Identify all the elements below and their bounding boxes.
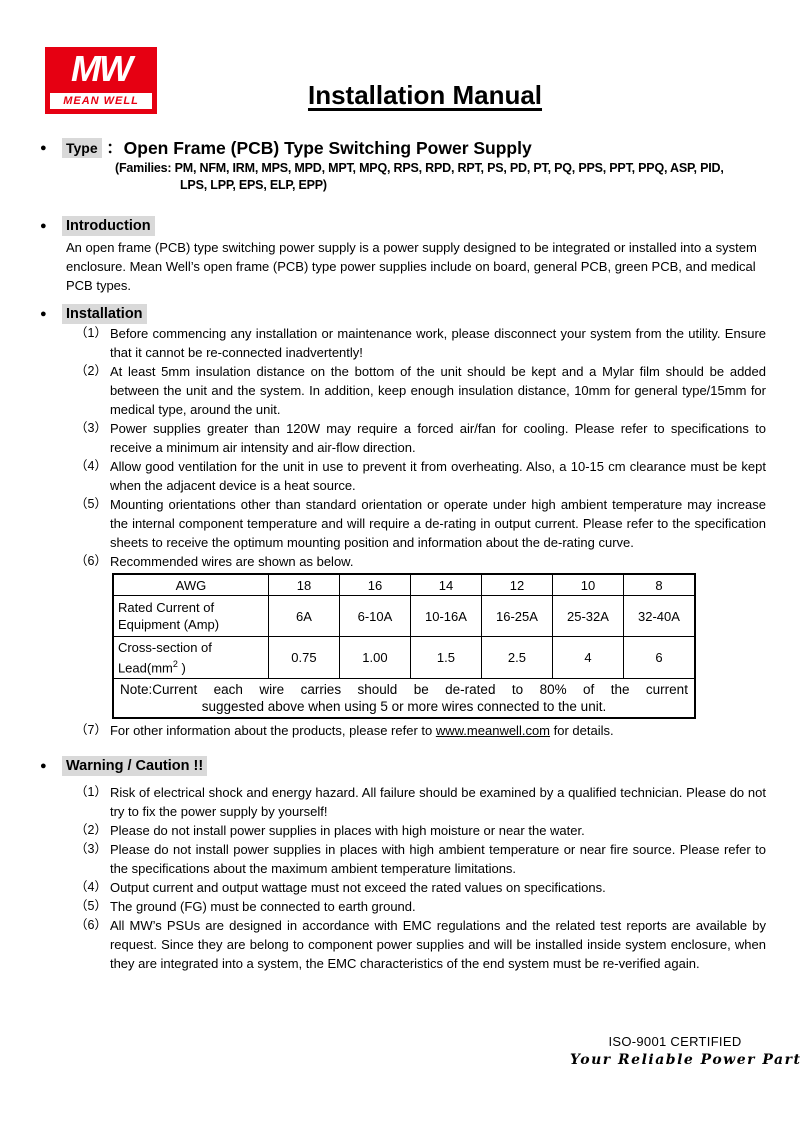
- iso-certification-text: ISO-9001 CERTIFIED: [608, 1034, 742, 1049]
- item-number: （7）: [75, 723, 107, 738]
- wire-table-note: Note:Current each wire carries should be…: [112, 678, 696, 719]
- installation-item-6: （6） Recommended wires are shown as below…: [75, 552, 766, 721]
- section-heading-introduction: Introduction: [62, 216, 155, 236]
- item-text: Output current and output wattage must n…: [109, 880, 606, 896]
- logo-brand-name: MEAN WELL: [50, 93, 152, 109]
- families-line-2: LPS, LPP, EPS, ELP, EPP): [180, 178, 327, 192]
- type-heading: Open Frame (PCB) Type Switching Power Su…: [123, 138, 532, 158]
- section-heading-warning: Warning / Caution !!: [62, 756, 208, 777]
- bullet-icon: ●: [40, 141, 47, 154]
- item-number: （3）: [75, 421, 107, 435]
- document-body: ● Type ： Open Frame (PCB) Type Switching…: [40, 136, 766, 973]
- cross-section-cell: 2.5: [480, 635, 553, 680]
- installation-item-1: （1） Before commencing any installation o…: [75, 324, 766, 362]
- type-separator: ：: [106, 139, 121, 156]
- item-text: Risk of electrical shock and energy haza…: [109, 785, 766, 820]
- item-number: （1）: [75, 326, 107, 340]
- item-number: （4）: [75, 459, 107, 473]
- item-text: for details.: [550, 723, 614, 739]
- cross-section-label: Cross-section of Lead(mm2 ): [112, 635, 269, 680]
- item-number: （4）: [75, 880, 107, 895]
- cross-section-cell: 1.5: [409, 635, 482, 680]
- item-text: Mounting orientations other than standar…: [109, 497, 766, 550]
- introduction-body: An open frame (PCB) type switching power…: [66, 240, 757, 293]
- wire-table-header-cell: 18: [267, 573, 340, 596]
- item-number: （6）: [75, 554, 107, 568]
- item-text: At least 5mm insulation distance on the …: [109, 364, 766, 417]
- warning-item-3: （3） Please do not install power supplies…: [75, 840, 766, 878]
- rated-current-cell: 32-40A: [622, 595, 696, 637]
- item-text: Recommended wires are shown as below.: [109, 554, 354, 569]
- item-text: All MW’s PSUs are designed in accordance…: [109, 918, 766, 972]
- note-line-2: suggested above when using 5 or more wir…: [201, 699, 607, 715]
- warning-item-1: （1） Risk of electrical shock and energy …: [75, 783, 766, 821]
- item-text: Allow good ventilation for the unit in u…: [109, 459, 766, 493]
- warning-heading-row: ● Warning / Caution !!: [40, 756, 766, 777]
- installation-item-3: （3） Power supplies greater than 120W may…: [75, 419, 766, 457]
- warning-item-6: （6） All MW’s PSUs are designed in accord…: [75, 916, 766, 973]
- wire-table-header-awg: AWG: [112, 573, 269, 596]
- wire-table-note-row: Note:Current each wire carries should be…: [112, 678, 696, 719]
- rated-current-cell: 25-32A: [551, 595, 624, 637]
- item-number: （2）: [75, 823, 107, 838]
- rated-current-cell: 6-10A: [338, 595, 411, 637]
- item-number: （3）: [75, 842, 107, 857]
- warning-item-2: （2） Please do not install power supplies…: [75, 821, 766, 840]
- wire-table-header-cell: 14: [409, 573, 482, 596]
- slogan-text: Your Reliable Power Partner: [570, 1052, 802, 1068]
- families-line-1: (Families: PM, NFM, IRM, MPS, MPD, MPT, …: [115, 161, 724, 175]
- item-text: The ground (FG) must be connected to ear…: [109, 899, 416, 915]
- item-text: Please do not install power supplies in …: [109, 842, 766, 877]
- warning-item-4: （4） Output current and output wattage mu…: [75, 878, 766, 897]
- item-number: （5）: [75, 899, 107, 914]
- rated-current-cell: 10-16A: [409, 595, 482, 637]
- item-text: For other information about the products…: [109, 723, 436, 739]
- item-text: Before commencing any installation or ma…: [109, 326, 766, 360]
- type-section-heading: ● Type ： Open Frame (PCB) Type Switching…: [40, 136, 766, 160]
- installation-item-2: （2） At least 5mm insulation distance on …: [75, 362, 766, 419]
- wire-table-rated-current-row: Rated Current of Equipment (Amp) 6A 6-10…: [112, 595, 696, 637]
- page-title: Installation Manual: [0, 80, 802, 110]
- cross-section-cell: 0.75: [267, 635, 340, 680]
- item-number: （6）: [75, 918, 107, 933]
- installation-heading-row: ● Installation: [40, 304, 766, 324]
- installation-item-5: （5） Mounting orientations other than sta…: [75, 495, 766, 552]
- wire-table-header-cell: 10: [551, 573, 624, 596]
- rated-current-cell: 6A: [267, 595, 340, 637]
- rated-current-cell: 16-25A: [480, 595, 553, 637]
- bullet-icon: ●: [40, 219, 47, 232]
- warning-item-5: （5） The ground (FG) must be connected to…: [75, 897, 766, 916]
- installation-item-7: （7） For other information about the prod…: [75, 721, 766, 740]
- wire-table-cross-section-row: Cross-section of Lead(mm2 ) 0.75 1.00 1.…: [112, 635, 696, 680]
- bullet-icon: ●: [40, 307, 47, 320]
- meanwell-logo: MW MEAN WELL: [45, 47, 157, 114]
- item-text: Power supplies greater than 120W may req…: [109, 421, 766, 455]
- meanwell-link[interactable]: www.meanwell.com: [435, 723, 551, 739]
- cross-section-cell: 4: [551, 635, 624, 680]
- item-number: （2）: [75, 364, 107, 378]
- rated-current-label: Rated Current of Equipment (Amp): [112, 595, 269, 637]
- introduction-heading-row: ● Introduction: [40, 216, 766, 236]
- wire-table-header-row: AWG 18 16 14 12 10 8: [112, 573, 696, 596]
- type-label: Type: [62, 138, 102, 158]
- item-text: Please do not install power supplies in …: [109, 823, 585, 839]
- section-heading-installation: Installation: [62, 304, 147, 324]
- note-line-1: Note:Current each wire carries should be…: [119, 682, 688, 698]
- logo-monogram: MW: [71, 48, 133, 89]
- wire-table-header-cell: 12: [480, 573, 553, 596]
- wire-table: AWG 18 16 14 12 10 8 Rated Current of Eq…: [111, 573, 696, 720]
- item-number: （5）: [75, 497, 107, 511]
- wire-table-header-cell: 8: [622, 573, 696, 596]
- item-number: （1）: [75, 785, 107, 800]
- cross-section-cell: 6: [622, 635, 696, 680]
- cross-section-cell: 1.00: [338, 635, 411, 680]
- wire-table-header-cell: 16: [338, 573, 411, 596]
- bullet-icon: ●: [40, 759, 47, 772]
- installation-item-4: （4） Allow good ventilation for the unit …: [75, 457, 766, 495]
- footer: ISO-9001 CERTIFIED Your Reliable Power P…: [570, 1033, 802, 1069]
- page-title-text: Installation Manual: [307, 80, 543, 110]
